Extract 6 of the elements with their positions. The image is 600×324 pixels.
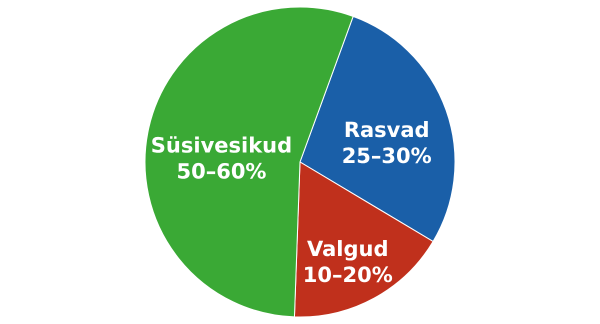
slice-label: Rasvad bbox=[344, 118, 430, 142]
slice-label: Valgud bbox=[307, 236, 389, 261]
text: 10–20% bbox=[302, 262, 393, 287]
text: 50–60% bbox=[176, 160, 266, 184]
text: 25–30% bbox=[342, 144, 432, 168]
slice-label: Süsivesikud bbox=[150, 134, 292, 158]
